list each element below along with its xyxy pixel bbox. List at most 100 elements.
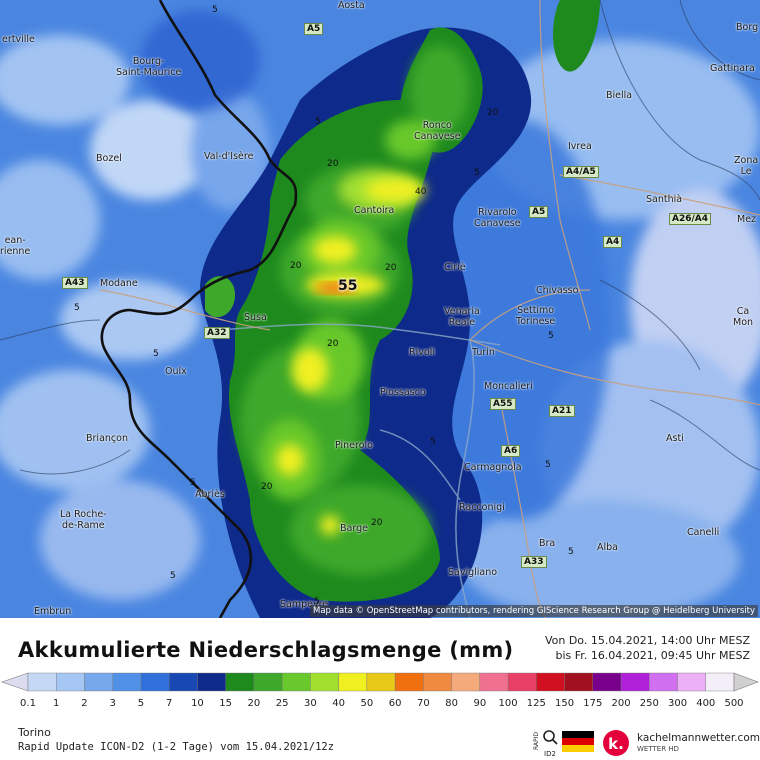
contour-label: 5: [315, 117, 321, 127]
town-alba: Alba: [597, 542, 618, 553]
scale-tick-label: 70: [416, 698, 430, 709]
scale-tick-label: 60: [388, 698, 402, 709]
period-to: bis Fr. 16.04.2021, 09:45 Uhr MESZ: [555, 649, 750, 662]
scale-tick-label: 10: [191, 698, 204, 709]
legend-title: Akkumulierte Niederschlagsmenge (mm): [18, 638, 514, 662]
contour-label: 20: [327, 339, 339, 349]
town-aosta: Aosta: [338, 0, 365, 11]
scale-swatch: [281, 672, 311, 692]
scale-swatch: [620, 672, 650, 692]
scale-tick-label: 30: [304, 698, 317, 709]
scale-tick-label: 150: [555, 698, 575, 709]
logo-area: RAPID ID2 k.: [533, 730, 629, 758]
magnifier-icon: [543, 730, 558, 745]
scale-tick-label: 100: [498, 698, 518, 709]
contour-label: 5: [170, 571, 176, 581]
town-susa: Susa: [244, 312, 267, 323]
scale-tick-label: 50: [360, 698, 374, 709]
road-shield: A21: [549, 405, 575, 417]
town-rivarolo-canavese: Rivarolo Canavese: [474, 207, 521, 229]
road-shield: A26/A4: [669, 213, 712, 225]
brand-name[interactable]: kachelmannwetter.com: [637, 732, 760, 744]
road-shield: A4/A5: [563, 166, 599, 178]
scale-tick-label: 90: [473, 698, 487, 709]
contour-label: 20: [385, 263, 397, 273]
town-mesz: Mez: [737, 214, 757, 225]
german-flag-icon: [562, 731, 594, 752]
scale-tick-label: 175: [583, 698, 603, 709]
town-pinerolo: Pinerolo: [335, 440, 373, 451]
town-gattinara: Gattinara: [710, 63, 755, 74]
town-bozel: Bozel: [96, 153, 122, 164]
town-casale: Ca Mon: [733, 306, 754, 328]
scale-swatch: [592, 672, 622, 692]
town-embrun: Embrun: [34, 606, 72, 617]
kachelmann-logo-icon: k.: [603, 730, 629, 756]
town-bourg-saint-maurice: Bourg- Saint-Maurice: [116, 56, 182, 78]
peak-value: 55: [338, 278, 358, 294]
scale-swatch: [564, 672, 593, 692]
scale-swatch: [338, 672, 368, 692]
scale-swatch: [394, 672, 424, 692]
scale-tick-label: 20: [247, 698, 261, 709]
scale-swatch: [677, 672, 706, 692]
scale-swatch: [56, 672, 85, 692]
town-val-disere: Val-d'Isère: [204, 151, 254, 162]
scale-tick-label: 125: [526, 698, 546, 709]
town-asti: Asti: [666, 433, 684, 444]
map-attribution[interactable]: Map data © OpenStreetMap contributors, r…: [310, 605, 758, 617]
scale-tick-label: 15: [219, 698, 233, 709]
town-ivrea: Ivrea: [568, 141, 592, 152]
contour-label: 40: [415, 187, 427, 197]
road-shield: A5: [304, 23, 324, 35]
contour-label: 5: [568, 547, 574, 557]
scale-swatch: [225, 672, 255, 692]
precipitation-map[interactable]: Aosta ertville Bourg- Saint-Maurice Boze…: [0, 0, 760, 618]
town-rivoli: Rivoli: [409, 347, 435, 358]
road-shield: A5: [529, 206, 549, 218]
town-abries: Abriès: [195, 489, 225, 500]
contour-label: 5: [190, 478, 196, 488]
town-borgo: Borg: [736, 22, 759, 33]
scale-tick-label: 0.1: [20, 698, 36, 709]
town-moncalieri: Moncalieri: [484, 381, 533, 392]
contour-label: 20: [487, 108, 499, 118]
scale-tick-label: 400: [696, 698, 716, 709]
scale-tick-label: 3: [109, 698, 116, 709]
contour-label: 5: [212, 5, 218, 15]
scale-swatch: [423, 672, 452, 692]
contour-label: 5: [430, 437, 436, 447]
town-venaria-reale: Venaria Reale: [444, 306, 480, 328]
contour-label: 5: [314, 597, 320, 607]
scale-tick-label: 250: [639, 698, 659, 709]
location-label: Torino: [18, 726, 51, 739]
color-scale: [1, 672, 759, 692]
contour-label: 20: [371, 518, 383, 528]
scale-tick-label: 5: [137, 698, 145, 709]
town-modane: Modane: [100, 278, 138, 289]
road-shield: A32: [204, 327, 230, 339]
scale-tick-label: 2: [81, 698, 88, 709]
svg-text:k.: k.: [608, 735, 624, 753]
town-oulx: Oulx: [165, 366, 187, 377]
town-sampeyre: Sampeyre: [280, 599, 329, 610]
town-ronco-canavese: Ronco Canavese: [414, 120, 461, 142]
model-run-label: Rapid Update ICON-D2 (1-2 Tage) vom 15.0…: [18, 741, 335, 753]
town-la-roche-de-rame: La Roche- de-Rame: [60, 509, 107, 531]
scale-arrow-left: [1, 672, 29, 692]
rapid-sub-text: ID2: [544, 750, 556, 758]
period-from: Von Do. 15.04.2021, 14:00 Uhr MESZ: [544, 634, 750, 647]
contour-label: 5: [74, 303, 80, 313]
scale-swatch: [27, 672, 57, 692]
town-briancon: Briançon: [86, 433, 128, 444]
map-canvas: [0, 0, 760, 618]
town-bra: Bra: [539, 538, 556, 549]
scale-tick-label: 300: [667, 698, 688, 709]
scale-swatch: [140, 672, 170, 692]
town-piossasco: Piossasco: [380, 387, 426, 398]
town-zona: Zona Le: [734, 155, 759, 177]
town-santhia: Santhià: [646, 194, 683, 205]
contour-label: 5: [548, 331, 554, 341]
legend-panel: Akkumulierte Niederschlagsmenge (mm) Von…: [0, 618, 760, 760]
town-settimo-torinese: Settimo Torinese: [516, 305, 556, 327]
